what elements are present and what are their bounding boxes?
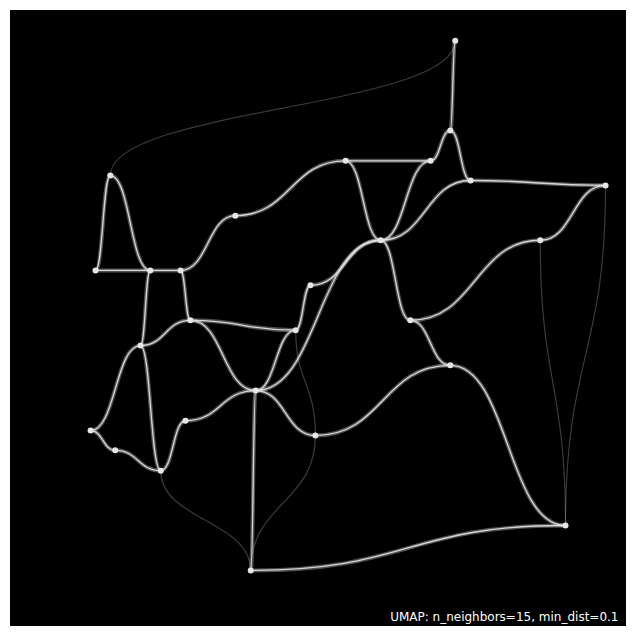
svg-text:UMAP: n_neighbors=15, min_dist: UMAP: n_neighbors=15, min_dist=0.1 <box>390 610 618 624</box>
